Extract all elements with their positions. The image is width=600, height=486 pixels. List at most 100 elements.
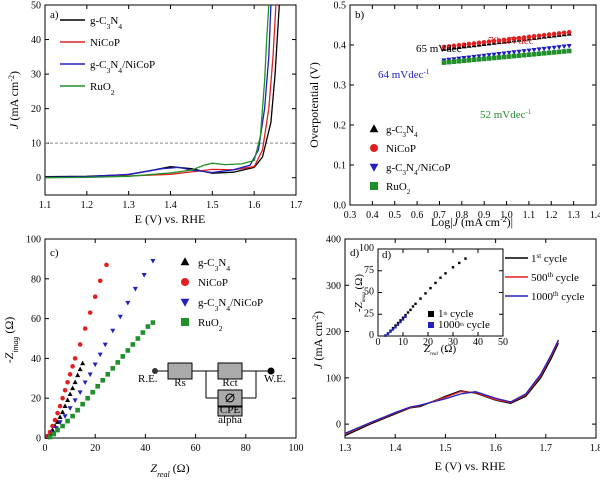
inset-data-point (434, 282, 436, 284)
data-point (60, 409, 65, 414)
text-span: NiCoP (386, 143, 416, 155)
x-tick-label: 10 (398, 337, 408, 348)
data-point (482, 40, 487, 45)
data-point (502, 55, 507, 60)
y-tick-label: 0.0 (334, 201, 347, 212)
x-tick-label: 1.4 (389, 443, 402, 454)
text-span: (mA cm (458, 215, 501, 229)
data-point (80, 361, 85, 366)
data-point (93, 294, 98, 299)
text-span: 64 mVdec (378, 69, 424, 81)
text-span: RuO (198, 317, 219, 329)
inset-data-point (402, 318, 404, 320)
data-point (472, 58, 477, 63)
text-span: )| (507, 215, 513, 229)
x-axis-label: Zreal (Ω) (150, 461, 189, 479)
data-point (68, 372, 73, 377)
y-tick-label: 0.3 (334, 81, 347, 92)
text-span: (mA cm (7, 81, 21, 124)
y-tick-label: 80 (31, 274, 41, 285)
legend-marker (181, 318, 189, 326)
data-point (105, 372, 110, 377)
y-tick-label: 60 (31, 314, 41, 325)
data-point (567, 44, 572, 49)
y-axis-label: J (mA cm-2) (311, 311, 326, 369)
text-span: -2 (311, 315, 320, 322)
data-point (95, 384, 100, 389)
slope-label: 65 mVdec-1 (416, 42, 468, 55)
y-tick-label: 40 (31, 354, 41, 365)
data-point (55, 428, 60, 433)
x-tick-label: 1.8 (590, 443, 600, 454)
text-span: cycle (541, 253, 567, 265)
inset-legend-marker (428, 322, 434, 328)
data-point (90, 390, 95, 395)
data-point (58, 404, 63, 409)
data-point (477, 41, 482, 46)
text-span: cycle (558, 291, 584, 303)
text-span: 4 (414, 131, 418, 139)
data-point (512, 54, 517, 59)
text-span: (mA cm (311, 321, 325, 364)
text-span: 4 (118, 22, 122, 31)
data-point (51, 432, 56, 437)
data-point (78, 367, 83, 372)
text-span: N (110, 59, 118, 71)
text-span: ) (311, 311, 325, 315)
y-tick-label: 100 (26, 235, 41, 246)
data-point (85, 396, 90, 401)
data-point (75, 373, 80, 378)
legend-label: 1000th cycle (531, 290, 585, 303)
x-tick-label: 1.6 (248, 200, 261, 211)
y-axis-label: Overpotential (V) (307, 62, 321, 148)
data-point (552, 32, 557, 37)
inset-data-point (404, 316, 406, 318)
series-line (345, 343, 558, 436)
data-point (547, 32, 552, 37)
legend-label: g-C3N4/NiCoP (386, 162, 450, 177)
data-point (126, 348, 131, 353)
data-point (492, 56, 497, 61)
x-tick-label: 1.2 (545, 210, 558, 221)
inset-legend-marker (428, 311, 434, 317)
legend-label: NiCoP (90, 37, 120, 49)
legend-label: 1st cycle (531, 252, 567, 265)
text-span: NiCoP (90, 37, 120, 49)
y-tick-label: 30 (31, 70, 41, 81)
legend-label: 500th cycle (531, 271, 579, 284)
data-point (452, 59, 457, 64)
text-span: 1000 (438, 319, 461, 331)
data-point (63, 403, 68, 408)
x-tick-label: 1.3 (122, 200, 135, 211)
inset-data-point (429, 287, 431, 289)
series-line (45, 5, 276, 177)
text-span: cycle (464, 319, 490, 331)
text-span: 500 (531, 272, 548, 284)
data-point (103, 343, 108, 348)
data-point (557, 45, 562, 50)
slope-label: 70 mVdec-1 (488, 34, 540, 47)
inset-data-point (419, 297, 421, 299)
inset-data-point (384, 334, 386, 336)
text-span: real (157, 470, 170, 479)
legend-label: RuO2 (198, 317, 223, 333)
text-span: RuO (90, 81, 111, 93)
data-point (60, 424, 65, 429)
data-point (136, 336, 141, 341)
y-tick-label: 20 (31, 104, 41, 115)
text-span: -1 (462, 42, 468, 50)
legend-marker (370, 182, 378, 190)
legend-label: RuO2 (386, 181, 411, 196)
text-span: (Ω) (2, 317, 16, 337)
data-point (150, 259, 155, 264)
x-tick-label: 50 (498, 337, 508, 348)
data-point (151, 320, 156, 325)
text-span: N (406, 162, 414, 174)
series-line (45, 5, 279, 177)
inset-panel-label: d) (382, 249, 392, 261)
data-point (552, 50, 557, 55)
data-point (557, 50, 562, 55)
text-span: 65 mVdec (416, 43, 462, 55)
